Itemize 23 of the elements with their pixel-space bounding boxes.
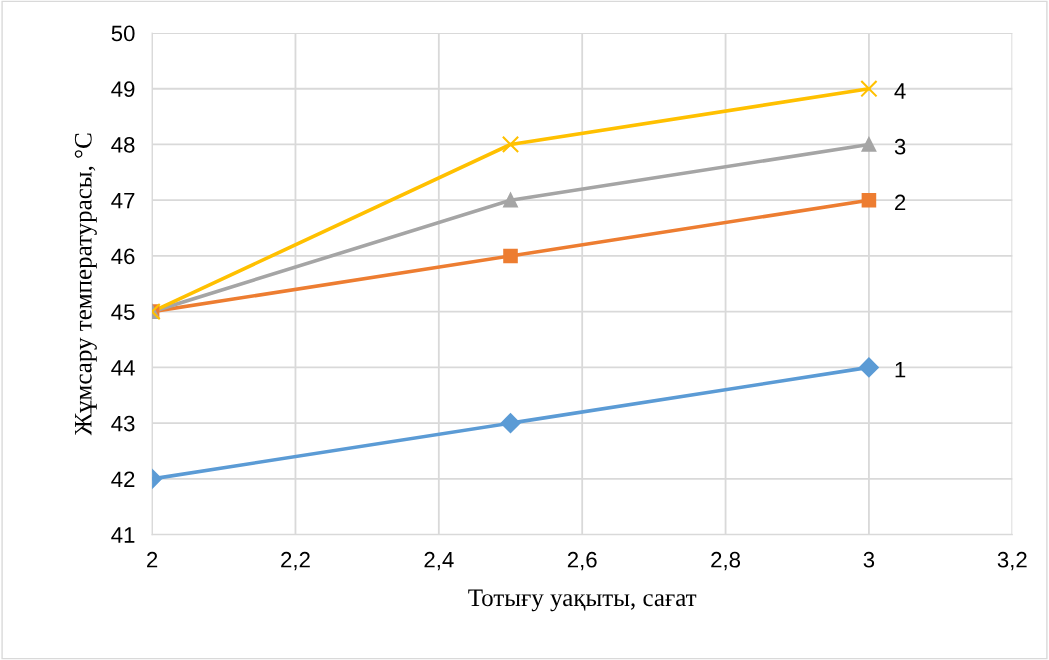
series-label: 3 <box>894 138 906 155</box>
x-tick-label: 2,2 <box>281 551 310 571</box>
x-tick-label: 2 <box>147 551 158 568</box>
y-tick-label: 47 <box>111 192 135 209</box>
y-tick-label: 46 <box>111 248 135 265</box>
x-tick-label: 2,4 <box>424 551 454 571</box>
y-tick-label: 42 <box>111 471 135 487</box>
x-tick-label: 3 <box>863 551 875 568</box>
y-tick-label: 44 <box>111 360 135 376</box>
y-tick-label: 49 <box>111 81 135 97</box>
series-label: 2 <box>895 194 906 211</box>
x-tick-label: 2,6 <box>567 551 597 571</box>
x-tick-label: 3,2 <box>997 551 1027 571</box>
series-label: 4 <box>894 83 906 99</box>
y-tick-label: 45 <box>111 304 135 320</box>
series-label: 1 <box>895 362 906 378</box>
y-tick-label: 43 <box>111 415 135 432</box>
y-tick-label: 48 <box>111 137 135 153</box>
y-tick-label: 50 <box>111 25 135 42</box>
y-axis-title: Жұмсару температурасы, °C <box>74 133 97 436</box>
x-tick-label: 2,8 <box>711 551 741 571</box>
x-axis-title: Тотығу уақыты, сағат <box>468 589 697 612</box>
y-tick-label: 41 <box>111 527 135 543</box>
